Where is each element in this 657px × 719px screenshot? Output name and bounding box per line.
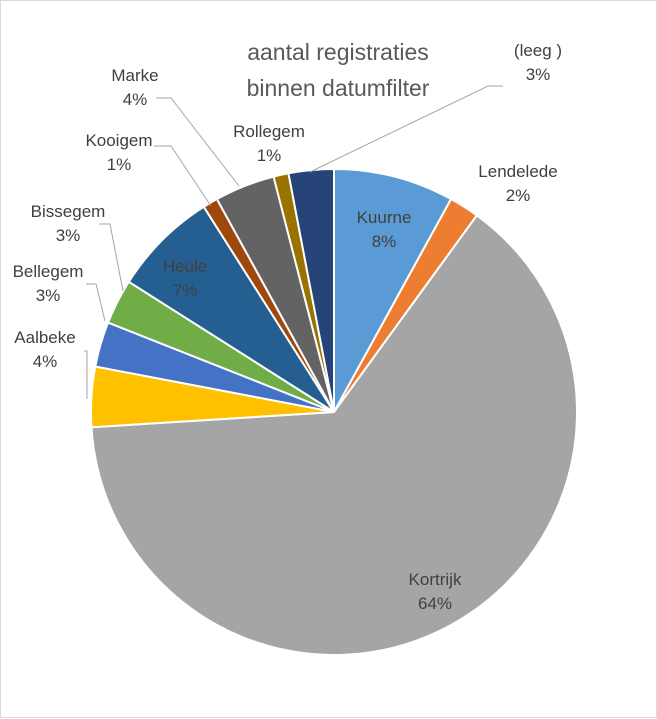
slice-label-name: Kortrijk [409, 570, 462, 589]
slice-label-name: Lendelede [478, 162, 557, 181]
slice-label-name: Rollegem [233, 122, 305, 141]
pie-slice-kuurne [333, 167, 453, 413]
pie-slice-leeg [287, 167, 335, 413]
slice-label-name: Bellegem [13, 262, 84, 281]
slice-label-name: Aalbeke [14, 328, 75, 347]
slice-label-percent: 1% [257, 146, 282, 165]
slice-label-percent: 8% [372, 232, 397, 251]
slice-label-name: Bissegem [31, 202, 106, 221]
leader-line [99, 223, 124, 292]
pie-slices [90, 167, 578, 656]
leader-line [86, 283, 106, 322]
slice-label-percent: 1% [107, 155, 132, 174]
slice-label-percent: 3% [36, 286, 61, 305]
slice-label-percent: 7% [173, 281, 198, 300]
leader-line [84, 350, 88, 399]
slice-label-name: Heule [163, 257, 207, 276]
slice-label-percent: 64% [418, 594, 452, 613]
slice-label-name: (leeg ) [514, 41, 562, 60]
slice-label-name: Marke [111, 66, 158, 85]
slice-label-percent: 3% [56, 226, 81, 245]
slice-label-name: Kooigem [85, 131, 152, 150]
slice-label-percent: 4% [123, 90, 148, 109]
pie-slice-kortrijk [90, 214, 578, 656]
chart-title-line-1: aantal registraties [247, 39, 429, 65]
leader-lines [84, 85, 503, 399]
leader-line [156, 97, 240, 187]
slice-label-percent: 2% [506, 186, 531, 205]
slice-label-percent: 4% [33, 352, 58, 371]
leader-line [154, 145, 212, 207]
pie-slice-heule [127, 205, 335, 413]
slice-label-name: Kuurne [357, 208, 412, 227]
data-labels: Kuurne 8% Lendelede 2% Kortrijk 64% Aalbeke 4% B… [13, 41, 563, 613]
slice-label-percent: 3% [526, 65, 551, 84]
leader-line [309, 85, 503, 173]
chart-title-line-2: binnen datumfilter [247, 75, 430, 101]
